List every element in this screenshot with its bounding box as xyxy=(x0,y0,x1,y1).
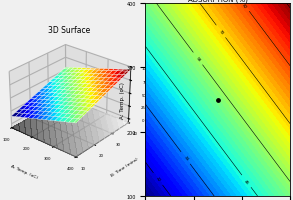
Y-axis label: B: Time (mins): B: Time (mins) xyxy=(111,156,139,177)
X-axis label: A: Temp. (oC): A: Temp. (oC) xyxy=(10,164,38,179)
Title: ADSORPTION (%): ADSORPTION (%) xyxy=(188,0,248,3)
Point xyxy=(215,98,220,102)
Y-axis label: A: Temp. (oC): A: Temp. (oC) xyxy=(120,82,125,118)
Text: 22: 22 xyxy=(155,176,161,182)
Text: 34: 34 xyxy=(183,155,189,161)
Text: 82: 82 xyxy=(241,3,248,9)
Text: 46: 46 xyxy=(243,178,250,184)
Title: 3D Surface: 3D Surface xyxy=(47,26,90,35)
Text: 58: 58 xyxy=(195,56,201,63)
Text: 70: 70 xyxy=(218,29,224,35)
